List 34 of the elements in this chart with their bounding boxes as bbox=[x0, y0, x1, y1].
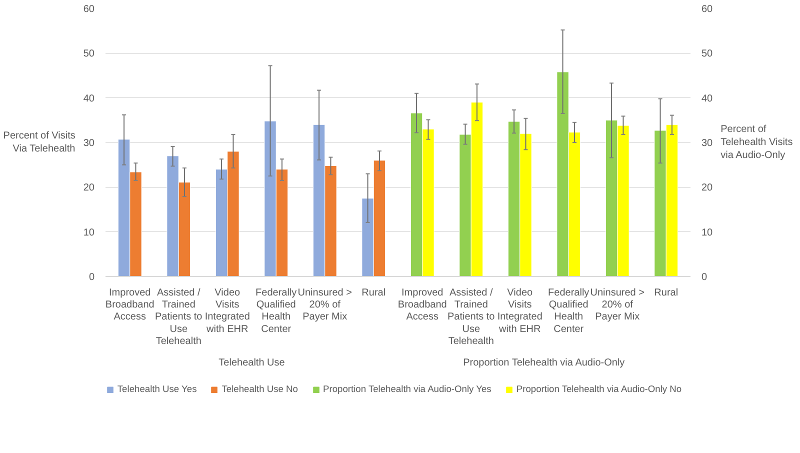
x-tick-label: Assisted / Trained Patients to Use Telehealth bbox=[448, 288, 496, 347]
x-tick-label: Federally Qualified Health Center bbox=[256, 288, 297, 335]
y2-tick-label: 60 bbox=[702, 4, 714, 15]
x-tick-label: Assisted / Trained Patients to Use Telehealth bbox=[155, 288, 203, 347]
y2-axis-title: Percent of Telehealth Visits via Audio-Only bbox=[720, 124, 793, 162]
y2-tick-label: 20 bbox=[702, 182, 714, 194]
y-axis-title: Percent of Visits Via Telehealth bbox=[3, 130, 76, 155]
y-tick-label: 0 bbox=[88, 272, 95, 283]
x-tick-label: Improved Broadband Access bbox=[398, 288, 447, 323]
text: Telehealth Use bbox=[218, 358, 286, 368]
y2-tick-label: 30 bbox=[702, 138, 714, 149]
y-tick-label: 50 bbox=[83, 48, 95, 60]
y-tick-label: 60 bbox=[83, 4, 95, 15]
x-tick-label: Video Visits Integrated with EHR bbox=[204, 288, 250, 335]
y2-tick-label: 50 bbox=[702, 48, 714, 60]
text: Proportion Telehealth via Audio-Only bbox=[463, 358, 625, 368]
y-tick-label: 20 bbox=[83, 182, 95, 194]
y2-tick-label: 40 bbox=[702, 93, 714, 104]
y-tick-label: 30 bbox=[83, 138, 95, 149]
x-tick-label: Uninsured > 20% of Payer Mix bbox=[590, 288, 645, 323]
x-tick-label: Rural bbox=[654, 288, 678, 298]
y-tick-label: 10 bbox=[83, 227, 95, 238]
x-tick-label: Improved Broadband Access bbox=[105, 288, 154, 323]
y2-tick-label: 0 bbox=[702, 272, 708, 283]
legend-label: Telehealth Use No bbox=[222, 384, 298, 394]
x-tick-label: Uninsured > 20% of Payer Mix bbox=[298, 288, 352, 323]
legend-label: Proportion Telehealth via Audio-Only Yes bbox=[322, 384, 492, 394]
y-tick-label: 40 bbox=[83, 93, 95, 104]
y2-tick-label: 10 bbox=[702, 227, 714, 238]
x-tick-label: Federally Qualified Health Center bbox=[548, 288, 590, 335]
x-tick-label: Video Visits Integrated with EHR bbox=[497, 288, 542, 335]
x-tick-label: Rural bbox=[362, 288, 386, 298]
legend-label: Telehealth Use Yes bbox=[117, 384, 197, 394]
legend-label: Proportion Telehealth via Audio-Only No bbox=[516, 384, 682, 394]
